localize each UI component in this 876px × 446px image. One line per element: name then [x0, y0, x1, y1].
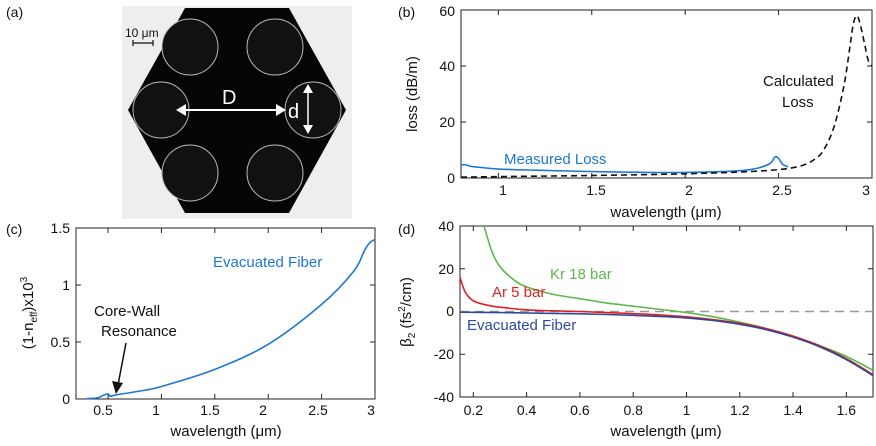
panel-b-xtick: 1.5: [586, 182, 606, 198]
capillary-diameter-label: d: [288, 101, 299, 123]
panel-c-label: (c): [6, 221, 22, 237]
panel-a: (a) 10 μm D d: [6, 4, 352, 219]
panel-d-ytick: -40: [434, 389, 454, 405]
capillary-top-right: [246, 18, 304, 76]
core-diameter-arrow: [176, 104, 286, 116]
panel-c-ylabel: (1-neff)x103: [19, 276, 40, 349]
kr-annotation: Kr 18 bar: [550, 266, 612, 283]
panel-c-ytick: 0: [62, 391, 70, 407]
panel-b-series: [460, 14, 873, 178]
panel-d-ytick: 40: [438, 218, 454, 234]
panel-b-xtick: 2: [685, 182, 693, 198]
panel-c-xlabel: wavelength (μm): [169, 423, 281, 440]
panel-c-xtick: 1: [152, 402, 160, 418]
panel-d-xtick: 1.4: [783, 402, 803, 418]
evacuated-fiber-annotation: Evacuated Fiber: [213, 254, 322, 271]
scale-bar: 10 μm: [125, 26, 159, 46]
resonance-annotation-line1: Core-Wall: [94, 303, 160, 320]
panel-b-yticklabels: 0 20 40 60: [439, 3, 455, 186]
capillary-bottom-right: [246, 144, 304, 202]
panel-b-label: (b): [398, 4, 415, 20]
calculated-loss-annotation-line2: Loss: [782, 94, 814, 111]
panel-d-xtick: 0.6: [570, 402, 590, 418]
panel-c-series: [86, 238, 376, 400]
panel-c-ytick: 1.5: [51, 220, 71, 236]
panel-c-yticklabels: 0 0.5 1 1.5: [51, 220, 71, 407]
panel-c: (c) 0.5 1 1.5 2 2.5 3 0 0.5 1 1.5 wavele…: [6, 220, 376, 440]
panel-c-ytick: 0.5: [51, 334, 71, 350]
core-diameter-label: D: [222, 87, 236, 109]
panel-c-ytick: 1: [62, 277, 70, 293]
panel-c-frame: [75, 227, 376, 400]
resonance-arrow: [112, 342, 127, 394]
panel-c-xtick: 2.5: [308, 402, 328, 418]
evacuated-d-annotation: Evacuated Fiber: [467, 317, 576, 334]
panel-c-ticks: [76, 228, 375, 399]
calculated-loss-annotation-line1: Calculated: [763, 73, 834, 90]
series-line-measured-loss: [460, 155, 789, 174]
panel-c-xtick: 2: [259, 402, 267, 418]
panel-d-series: [459, 225, 874, 377]
panel-d-ytick: 20: [438, 261, 454, 277]
scale-bar-label: 10 μm: [125, 26, 159, 40]
panel-d-xtick: 0.2: [464, 402, 484, 418]
panel-b-xtick: 1: [499, 182, 507, 198]
panel-d-xtick: 0.8: [623, 402, 643, 418]
series-line-evacuated-fiber: [459, 311, 874, 377]
panel-b-xtick: 2.5: [772, 182, 792, 198]
panel-d-ytick: -20: [434, 346, 454, 362]
measured-loss-annotation: Measured Loss: [504, 151, 607, 168]
panel-b-xtick: 3: [862, 182, 870, 198]
panel-d-yticklabels: -40 -20 0 20 40: [434, 218, 454, 405]
capillary-bottom-left: [161, 144, 219, 202]
panel-d-xtick: 1.2: [730, 402, 750, 418]
panel-d-xtick: 1: [683, 402, 691, 418]
panel-b-frame: [460, 9, 873, 179]
capillary-diameter-arrow: [303, 84, 313, 134]
capillary-top-left: [161, 18, 219, 76]
resonance-annotation-line2: Resonance: [101, 323, 177, 340]
panel-d-xtick: 1.6: [837, 402, 857, 418]
panel-a-label: (a): [6, 4, 23, 20]
panel-c-xtick: 0.5: [93, 402, 113, 418]
panel-b-ytick: 20: [439, 114, 455, 130]
panel-b-xticklabels: 1 1.5 2 2.5 3: [499, 182, 870, 198]
panel-c-xtick: 1.5: [200, 402, 220, 418]
panel-d-ylabel: β2 (fs2/cm): [397, 277, 418, 347]
series-line-calculated-loss: [460, 14, 873, 178]
panel-d: (d) 0.2 0.4 0.6 0.8 1 1.2 1.4 1.6 -40 -20 0 20 …: [397, 218, 874, 440]
panel-c-xtick: 3: [367, 402, 375, 418]
series-line-evacuated-fiber: [86, 238, 376, 400]
series-line-ar-5-bar: [459, 277, 874, 376]
capillaries: [132, 18, 342, 202]
panel-b-ytick: 0: [447, 170, 455, 186]
panel-d-xtick: 0.4: [517, 402, 537, 418]
ar-annotation: Ar 5 bar: [492, 284, 545, 301]
panel-d-ytick: 0: [446, 303, 454, 319]
panel-d-label: (d): [398, 221, 415, 237]
panel-b-ytick: 60: [439, 3, 455, 19]
panel-d-xticklabels: 0.2 0.4 0.6 0.8 1 1.2 1.4 1.6: [464, 402, 857, 418]
panel-b-ylabel: loss (dB/m): [404, 56, 421, 132]
panel-b-xlabel: wavelength (μm): [609, 204, 721, 221]
panel-b: (b) 1 1.5 2 2.5 3 0 20 40 60 wavelength …: [398, 3, 873, 221]
panel-c-xticklabels: 0.5 1 1.5 2 2.5 3: [93, 402, 375, 418]
panel-d-xlabel: wavelength (μm): [609, 423, 721, 440]
panel-b-ytick: 40: [439, 58, 455, 74]
